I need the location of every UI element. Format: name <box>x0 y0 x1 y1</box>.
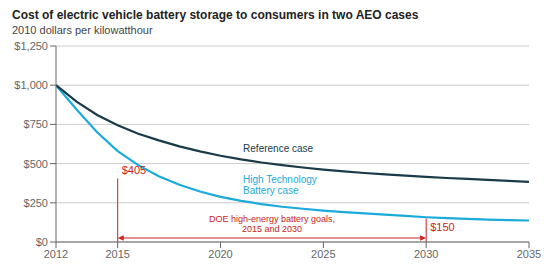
svg-text:$750: $750 <box>24 118 48 130</box>
svg-text:$405: $405 <box>122 164 146 176</box>
svg-text:2035: 2035 <box>517 248 541 260</box>
svg-text:DOE high-energy battery goals,: DOE high-energy battery goals,2015 and 2… <box>209 214 335 234</box>
svg-text:2012: 2012 <box>44 248 68 260</box>
svg-text:2015: 2015 <box>105 248 129 260</box>
svg-text:High TechnologyBattery case: High TechnologyBattery case <box>243 174 317 196</box>
svg-text:$0: $0 <box>36 236 48 248</box>
html-text:2010 dollars per kilowatthour: 2010 dollars per kilowatthour <box>12 24 153 36</box>
svg-text:$250: $250 <box>24 197 48 209</box>
html-text:Cost of electric vehicle batte: Cost of electric vehicle battery storage… <box>12 8 419 22</box>
svg-text:2030: 2030 <box>414 248 438 260</box>
svg-text:$500: $500 <box>24 158 48 170</box>
svg-text:2020: 2020 <box>208 248 232 260</box>
svg-text:2025: 2025 <box>311 248 335 260</box>
svg-text:$1,000: $1,000 <box>14 79 48 91</box>
svg-text:$150: $150 <box>430 221 454 233</box>
svg-text:$1,250: $1,250 <box>14 40 48 52</box>
svg-text:Reference case: Reference case <box>243 143 313 154</box>
